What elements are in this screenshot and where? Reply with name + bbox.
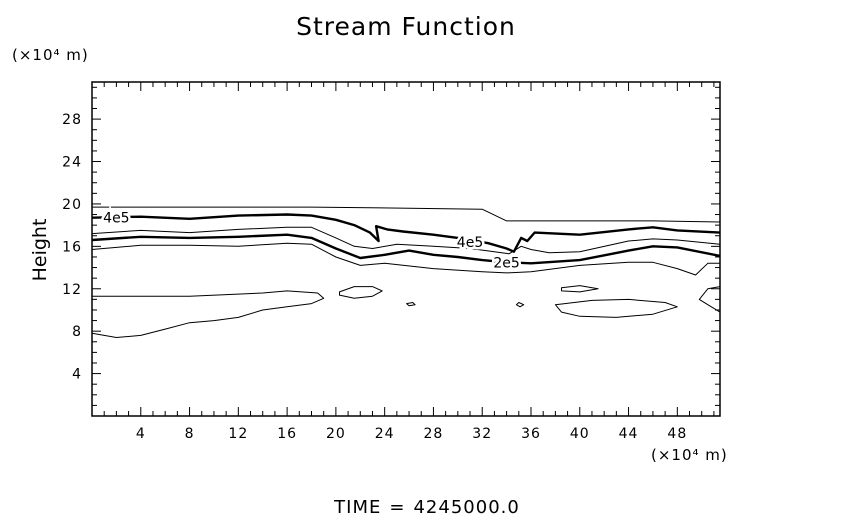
x-tick-label: 24: [375, 426, 395, 442]
x-tick-label: 4: [136, 426, 146, 442]
contour-blob-e: [515, 302, 525, 308]
contour-top-thin: [92, 206, 721, 223]
x-tick-label: 8: [185, 426, 195, 442]
y-tick-label: 28: [62, 112, 82, 128]
y-axis-label: Height: [29, 218, 51, 282]
contour-value-label: 4e5: [103, 211, 129, 227]
contour-low-thin: [91, 242, 720, 276]
contour-blob-a: [339, 286, 383, 299]
chart-title: Stream Function: [296, 12, 516, 41]
contour-2e5: [91, 233, 721, 265]
y-tick-label: 24: [62, 155, 82, 171]
contour-lower-boundary: [91, 290, 325, 338]
x-tick-label: 40: [570, 426, 590, 442]
y-tick-label: 8: [72, 324, 82, 340]
time-equals: =: [389, 497, 406, 518]
contour-mid-thin: [91, 226, 721, 255]
time-readout: TIME = 4245000.0: [0, 497, 854, 518]
y-tick-label: 12: [62, 282, 82, 298]
x-tick-label: 32: [472, 426, 492, 442]
x-tick-label: 28: [424, 426, 444, 442]
y-axis-unit-label: (×10⁴ m): [12, 46, 89, 64]
contour-4e5: [91, 213, 721, 253]
x-tick-label: 36: [521, 426, 541, 442]
x-tick-label: 48: [667, 426, 687, 442]
contour-value-label: 4e5: [457, 235, 483, 251]
x-tick-label: 44: [619, 426, 639, 442]
y-tick-label: 4: [72, 367, 82, 383]
axis-ticks: [92, 82, 720, 416]
x-axis-unit-label: (×10⁴ m): [651, 446, 728, 464]
contour-right-edge: [698, 286, 721, 313]
plot-frame: [91, 81, 721, 417]
x-tick-label: 16: [277, 426, 297, 442]
contour-blob-d: [406, 302, 416, 307]
time-label: TIME: [334, 497, 382, 518]
y-tick-label: 20: [62, 197, 82, 213]
x-tick-label: 20: [326, 426, 346, 442]
contour-blob-c: [554, 298, 678, 318]
contour-value-label: 2e5: [493, 255, 519, 271]
contour-lines: [91, 206, 721, 338]
contour-blob-b: [561, 285, 599, 293]
y-tick-label: 16: [62, 239, 82, 255]
x-tick-label: 12: [228, 426, 248, 442]
contour-labels: 4e5 4e5 2e5: [101, 208, 523, 274]
time-value: 4245000.0: [413, 497, 520, 518]
